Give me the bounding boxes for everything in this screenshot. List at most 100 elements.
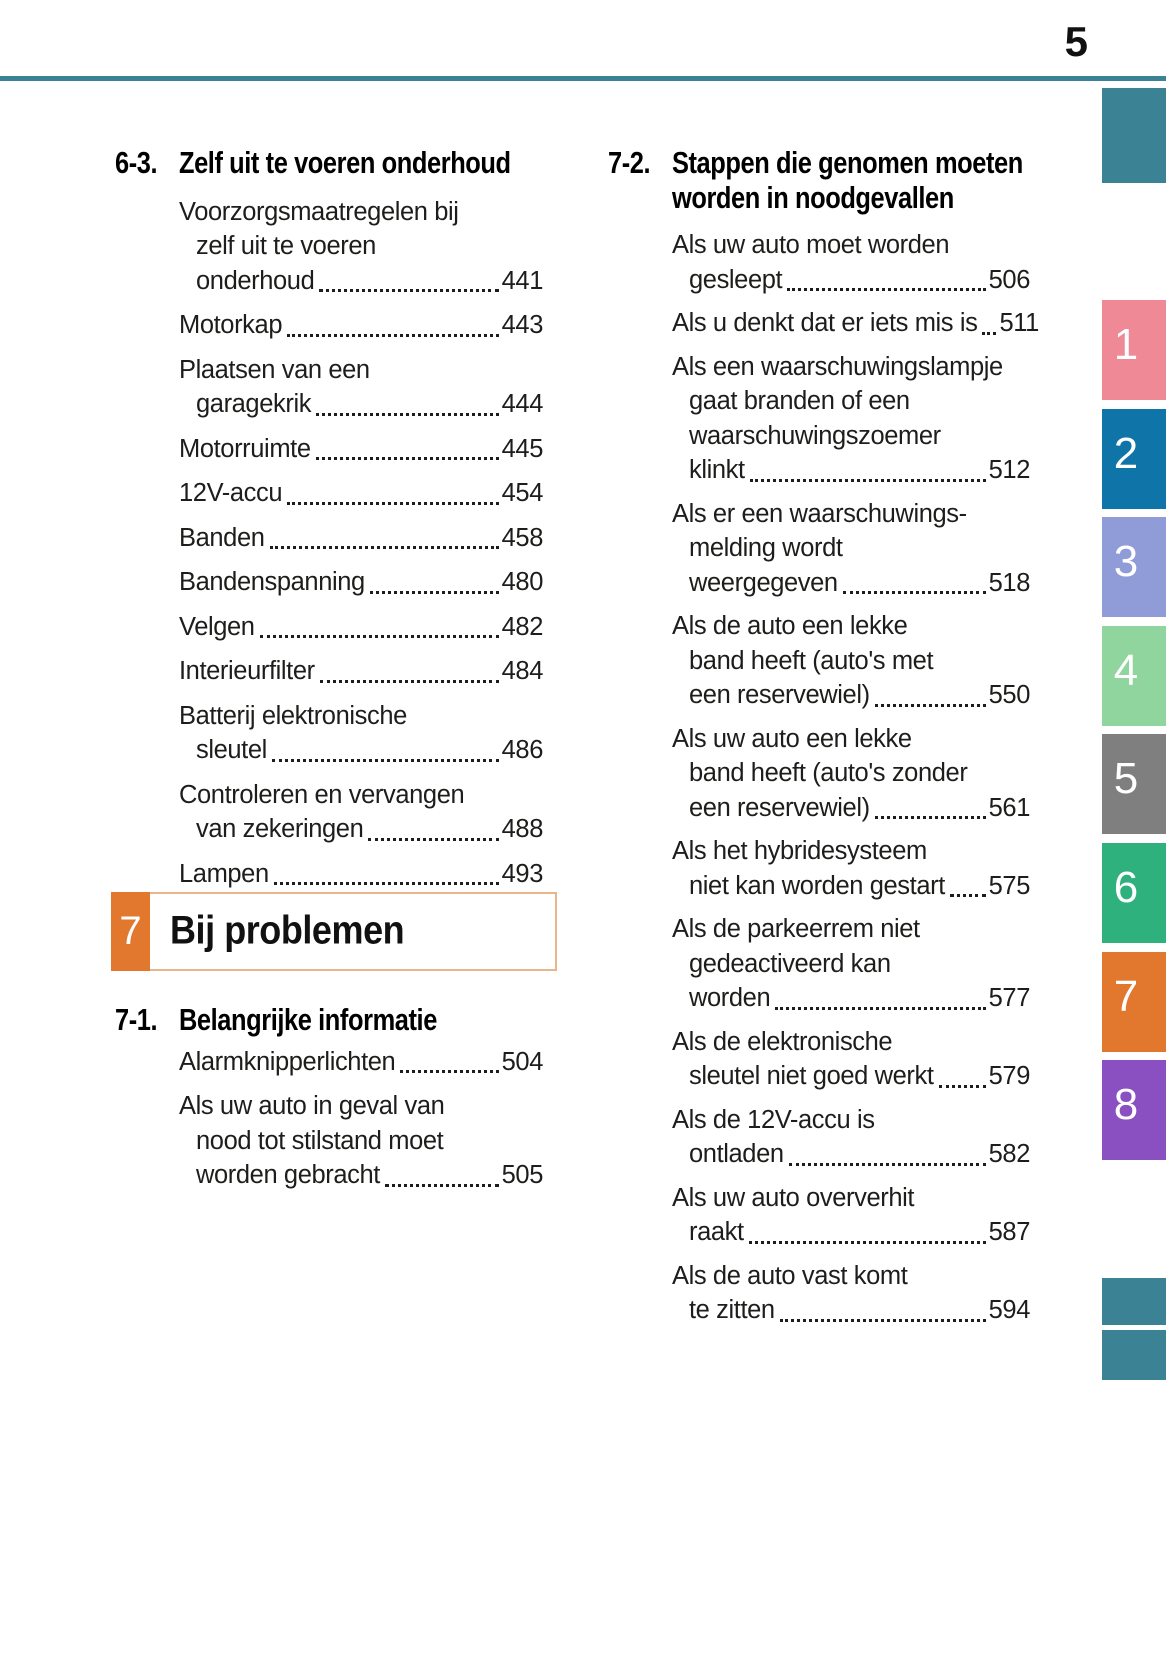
dot-leader xyxy=(269,521,499,549)
toc-entry-text: Als een waarschuwingslampje xyxy=(672,352,1003,381)
dot-leader xyxy=(271,733,499,762)
toc-entry-text: Als het hybridesysteem xyxy=(672,837,927,865)
dot-leader xyxy=(369,565,499,594)
toc-entry-text: van zekeringen xyxy=(196,815,364,843)
toc-column-left-lower: 7-1. Belangrijke informatie Alarmknipper… xyxy=(115,1002,543,1203)
chapter-tab-7: 7 xyxy=(1102,952,1166,1052)
toc-entry: Als de auto een lekke band heeft (auto's … xyxy=(672,609,1030,713)
toc-entry: Motorkap 443 xyxy=(179,308,543,343)
toc-entry: Als uw auto in geval van nood tot stilsta… xyxy=(179,1089,543,1193)
teal-block-top xyxy=(1102,88,1166,183)
page-number: 5 xyxy=(1064,18,1088,65)
dot-leader xyxy=(315,432,499,460)
toc-entry-text: Controleren en vervangen xyxy=(179,780,465,809)
toc-entry-text: niet kan worden gestart xyxy=(689,871,945,900)
toc-entry-text: Als de auto vast komt xyxy=(672,1261,908,1290)
toc-page-ref: 512 xyxy=(988,456,1031,484)
toc-entry: Als de 12V-accu is ontladen 582 xyxy=(672,1103,1030,1172)
toc-entry-text: raakt xyxy=(689,1218,744,1246)
section-number: 7-1. xyxy=(115,1002,158,1037)
toc-entry-text: Voorzorgsmaatregelen bij xyxy=(179,197,459,226)
toc-page-ref: 493 xyxy=(501,859,544,888)
toc-entry-text: klinkt xyxy=(689,456,745,484)
toc-entry: Als de auto vast komt te zitten 594 xyxy=(672,1259,1030,1328)
dot-leader xyxy=(319,654,499,683)
toc-page-ref: 518 xyxy=(988,568,1031,597)
toc-entry: Plaatsen van een garagekrik 444 xyxy=(179,353,543,422)
toc-entry-text: Als u denkt dat er iets mis is xyxy=(672,309,978,337)
toc-entry-text: Alarmknipperlichten xyxy=(179,1047,396,1076)
dot-leader xyxy=(779,1293,986,1322)
toc-entry-text: Als uw auto in geval van xyxy=(179,1092,445,1120)
toc-page-ref: 577 xyxy=(988,984,1031,1012)
toc-page-ref: 480 xyxy=(501,568,544,596)
toc-entry: Als het hybridesysteem niet kan worden ge… xyxy=(672,834,1030,903)
toc-page-ref: 484 xyxy=(501,657,544,685)
toc-page-ref: 443 xyxy=(501,311,544,339)
toc-entry-text: te zitten xyxy=(689,1296,775,1324)
dot-leader xyxy=(775,981,986,1010)
dot-leader xyxy=(287,476,499,505)
toc-entry-text: waarschuwingszoemer xyxy=(689,421,941,450)
toc-entry-text: Als uw auto moet worden xyxy=(672,231,950,259)
dot-leader xyxy=(982,306,997,335)
toc-entry-text: 12V-accu xyxy=(179,479,283,507)
toc-entry-text: band heeft (auto's zonder xyxy=(689,759,968,787)
section-title: Stappen die genomen moeten worden in noo… xyxy=(671,145,1023,215)
dot-leader xyxy=(368,812,499,841)
toc-column-left: 6-3. Zelf uit te voeren onderhoud Voorzo… xyxy=(115,145,544,901)
toc-entry-text: gedeactiveerd kan xyxy=(689,949,891,978)
toc-page-ref: 441 xyxy=(501,266,544,295)
dot-leader xyxy=(842,566,986,594)
toc-entry: Controleren en vervangen van zekeringen 48… xyxy=(179,778,543,847)
toc-entry: Motorruimte 445 xyxy=(179,432,543,467)
toc-entry: Als uw auto een lekke band heeft (auto's … xyxy=(672,722,1030,826)
toc-page-ref: 506 xyxy=(988,265,1031,294)
toc-entry-text: Motorkap xyxy=(179,311,283,339)
toc-entry: Voorzorgsmaatregelen bij zelf uit te voer… xyxy=(179,195,543,299)
toc-entry-text: een reservewiel) xyxy=(689,793,870,822)
toc-entry: Als een waarschuwingslampje gaat branden … xyxy=(672,350,1030,488)
toc-entry: Als de parkeerrem niet gedeactiveerd kan w… xyxy=(672,912,1030,1016)
toc-entry-text: Plaatsen van een xyxy=(179,355,370,384)
dot-leader xyxy=(787,263,986,291)
toc-entry-text: Als de 12V-accu is xyxy=(672,1105,875,1134)
toc-page-ref: 488 xyxy=(501,815,544,843)
toc-entry-text: Als uw auto een lekke xyxy=(672,724,912,753)
toc-page-ref: 594 xyxy=(988,1296,1031,1324)
section-heading-7-2: 7-2. Stappen die genomen moeten worden i… xyxy=(608,145,1023,215)
toc-entry-text: zelf uit te voeren xyxy=(196,232,376,260)
toc-page-ref: 550 xyxy=(988,681,1031,709)
toc-entry-text: een reservewiel) xyxy=(689,681,870,709)
dot-leader xyxy=(788,1137,986,1166)
toc-entry-text: worden xyxy=(689,984,771,1012)
dot-leader xyxy=(748,1215,986,1244)
chapter-box: 7 Bij problemen xyxy=(111,892,557,971)
toc-entry-text: Batterij elektronische xyxy=(179,701,407,730)
toc-page-ref: 445 xyxy=(501,434,544,463)
dot-leader xyxy=(949,869,986,897)
toc-entry-text: onderhoud xyxy=(196,266,315,295)
section-heading-6-3: 6-3. Zelf uit te voeren onderhoud xyxy=(115,145,511,181)
toc-entry-text: gaat branden of een xyxy=(689,387,910,415)
toc-entry: Velgen 482 xyxy=(179,610,543,645)
toc-entry-text: garagekrik xyxy=(196,390,312,418)
dot-leader xyxy=(400,1045,499,1073)
toc-entry-text: Als uw auto oververhit xyxy=(672,1183,915,1212)
toc-entry-text: Banden xyxy=(179,523,265,552)
dot-leader xyxy=(273,857,499,885)
toc-entry-text: melding wordt xyxy=(689,534,843,562)
chapter-tab-8: 8 xyxy=(1102,1060,1166,1160)
toc-entry-text: Motorruimte xyxy=(179,434,311,463)
toc-page-ref: 458 xyxy=(501,523,544,552)
dot-leader xyxy=(319,264,499,292)
section-title-line-2: worden in noodgevallen xyxy=(671,179,954,215)
toc-page-ref: 454 xyxy=(501,479,544,507)
toc-entry-text: Interieurfilter xyxy=(179,657,315,685)
toc-page-ref: 482 xyxy=(501,612,544,641)
toc-entry-text: ontladen xyxy=(689,1140,784,1168)
teal-block-bottom-2 xyxy=(1102,1330,1166,1380)
toc-entry: Bandenspanning 480 xyxy=(179,565,543,600)
